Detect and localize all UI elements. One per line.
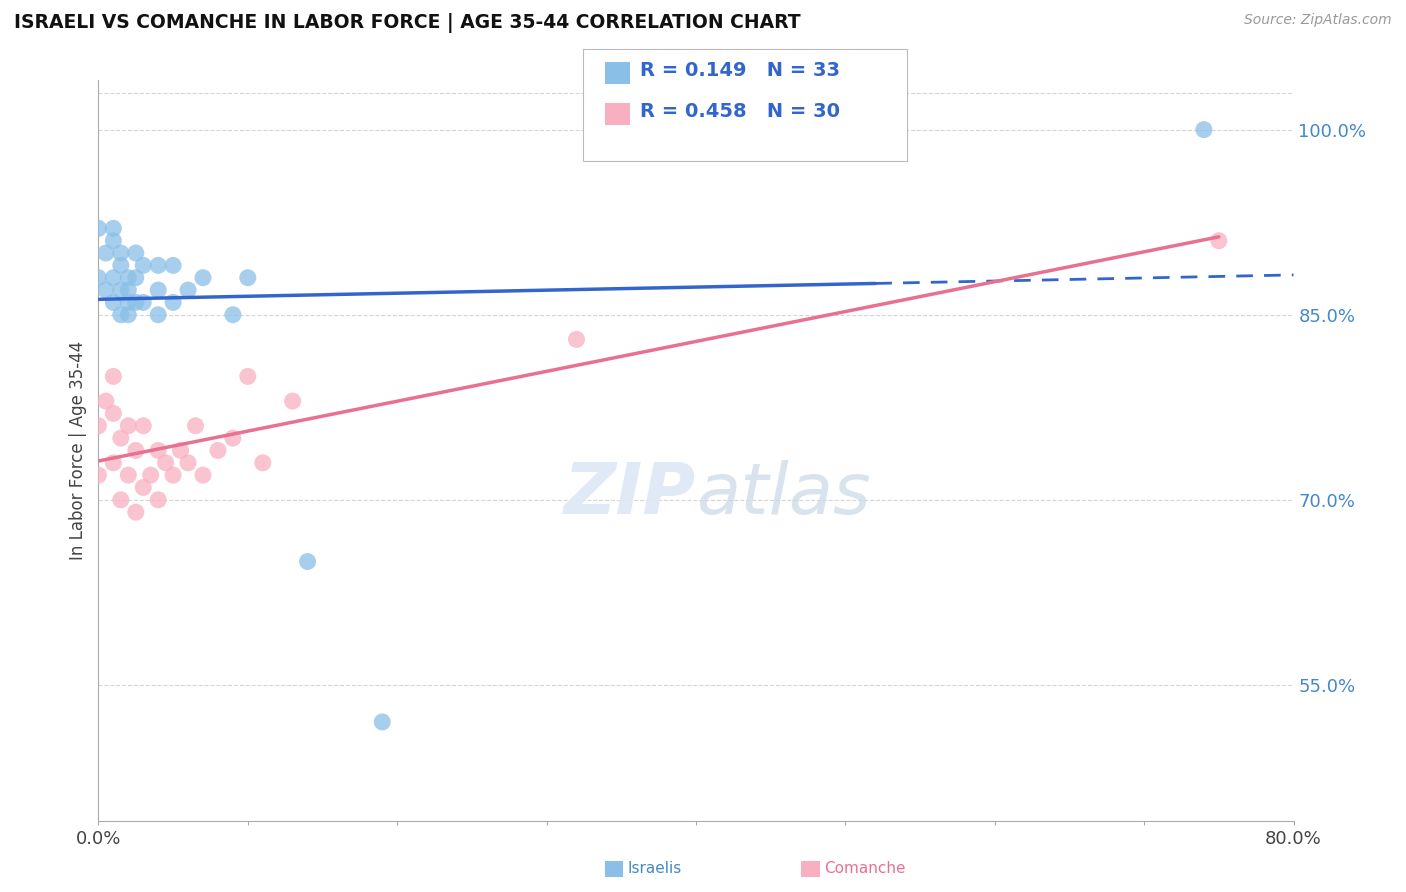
Point <box>132 481 155 495</box>
Point <box>222 431 245 445</box>
Point <box>87 468 110 483</box>
Point <box>103 270 125 285</box>
Point <box>148 259 170 273</box>
Point <box>139 468 162 483</box>
Point <box>191 468 214 483</box>
Point <box>117 308 139 322</box>
Point <box>103 295 125 310</box>
Point <box>236 369 259 384</box>
Text: R = 0.458   N = 30: R = 0.458 N = 30 <box>640 102 839 121</box>
Point <box>207 443 229 458</box>
Point <box>110 283 132 297</box>
Point <box>177 456 200 470</box>
Point <box>110 246 132 260</box>
Point <box>94 394 117 409</box>
Point <box>169 443 191 458</box>
Point <box>110 492 132 507</box>
Point <box>132 295 155 310</box>
Point <box>125 295 148 310</box>
Point <box>110 431 132 445</box>
Point <box>177 283 200 297</box>
Text: atlas: atlas <box>696 460 870 529</box>
Point <box>132 259 155 273</box>
Text: R = 0.149   N = 33: R = 0.149 N = 33 <box>640 61 839 80</box>
Text: Comanche: Comanche <box>824 862 905 876</box>
Text: ISRAELI VS COMANCHE IN LABOR FORCE | AGE 35-44 CORRELATION CHART: ISRAELI VS COMANCHE IN LABOR FORCE | AGE… <box>14 13 800 33</box>
Y-axis label: In Labor Force | Age 35-44: In Labor Force | Age 35-44 <box>69 341 87 560</box>
Point <box>155 456 177 470</box>
Point <box>103 456 125 470</box>
Point <box>125 505 148 519</box>
Point <box>148 308 170 322</box>
Point <box>148 492 170 507</box>
Point <box>103 234 125 248</box>
Point <box>162 468 184 483</box>
Point <box>191 270 214 285</box>
Point <box>184 418 207 433</box>
Point <box>1192 122 1215 136</box>
Point <box>252 456 274 470</box>
Point <box>94 283 117 297</box>
Point <box>148 283 170 297</box>
Point <box>371 714 394 729</box>
Point <box>281 394 304 409</box>
Point <box>132 418 155 433</box>
Point <box>103 369 125 384</box>
Point <box>236 270 259 285</box>
Point <box>1208 234 1230 248</box>
Point <box>94 246 117 260</box>
Point <box>117 295 139 310</box>
Point <box>148 443 170 458</box>
Point <box>162 295 184 310</box>
Text: ZIP: ZIP <box>564 460 696 529</box>
Point <box>117 283 139 297</box>
Point <box>117 418 139 433</box>
Point <box>565 333 588 347</box>
Point <box>162 259 184 273</box>
Point <box>87 418 110 433</box>
Point <box>117 270 139 285</box>
Point <box>103 407 125 421</box>
Point <box>87 270 110 285</box>
Point <box>297 555 319 569</box>
Text: Source: ZipAtlas.com: Source: ZipAtlas.com <box>1244 13 1392 28</box>
Point <box>125 246 148 260</box>
Point <box>103 221 125 235</box>
Point <box>125 443 148 458</box>
Point <box>117 468 139 483</box>
Point <box>110 308 132 322</box>
Point <box>87 221 110 235</box>
Point <box>125 270 148 285</box>
Point <box>110 259 132 273</box>
Text: Israelis: Israelis <box>627 862 682 876</box>
Point <box>222 308 245 322</box>
